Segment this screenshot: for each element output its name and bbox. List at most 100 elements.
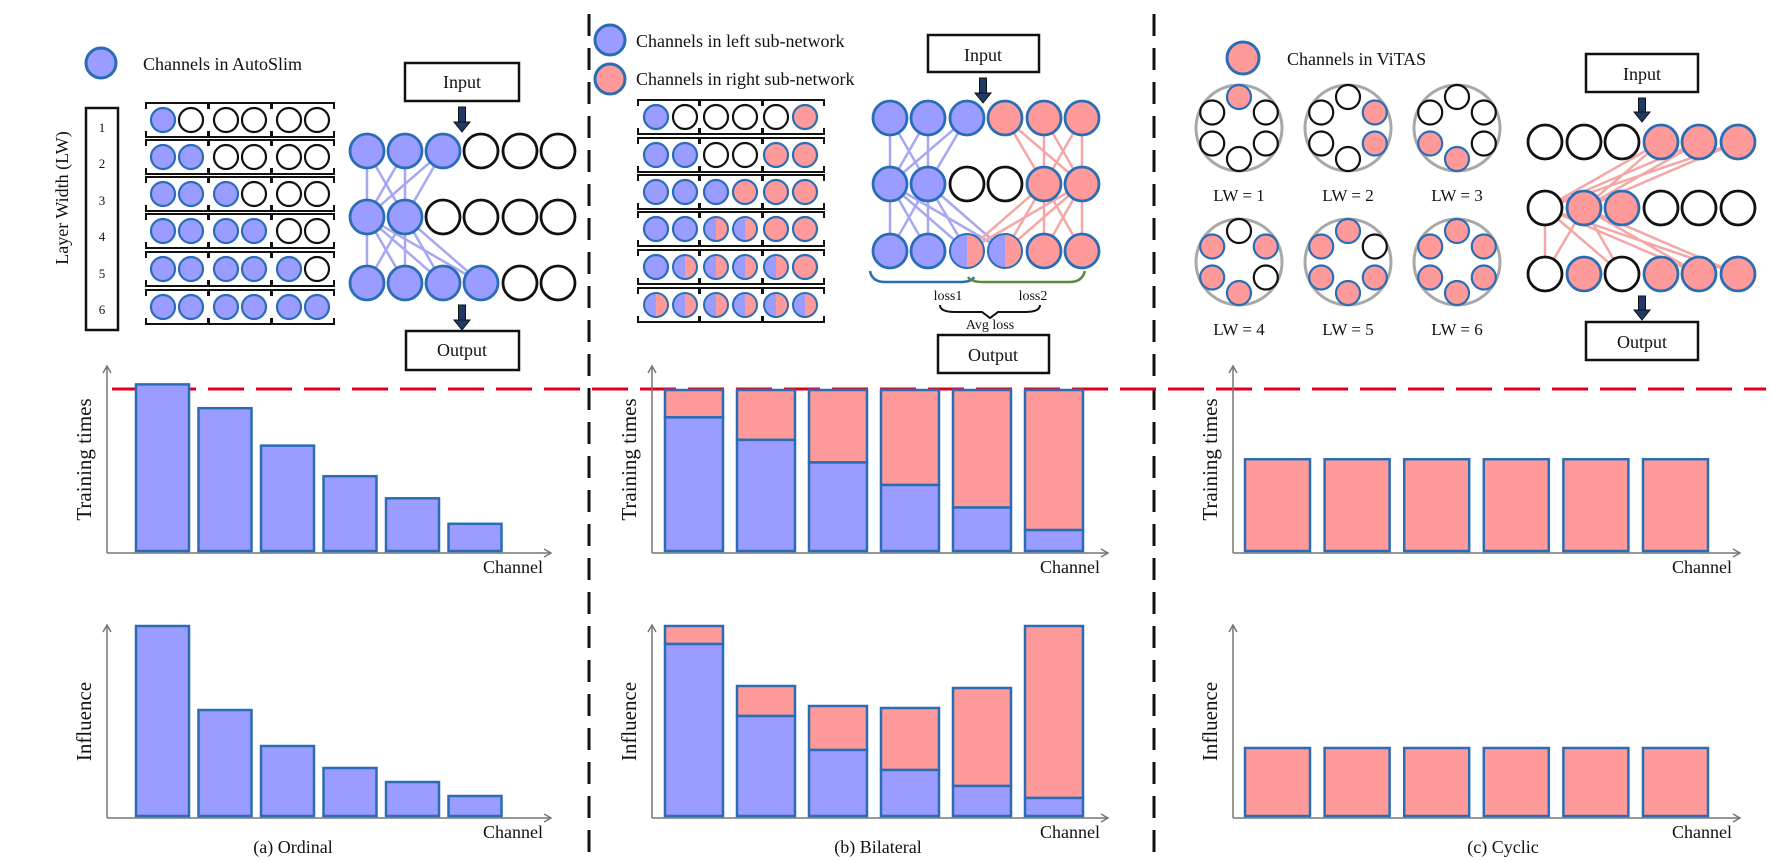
bracket	[145, 213, 209, 220]
lw-ring-2-channel-1	[1334, 83, 1362, 111]
bracket	[145, 176, 209, 183]
ordinal-net-layer-1-node-3	[424, 132, 462, 170]
ordinal-net-layer-1-node-4	[462, 132, 500, 170]
ordinal-net-layer-3-node-3	[424, 264, 462, 302]
outline	[672, 292, 698, 318]
lw-row-3-channel-2	[177, 180, 205, 208]
lw-ring-1-channel-2	[1252, 99, 1279, 126]
y-axis-label: Training times	[1198, 398, 1222, 520]
bilateral-input-arrow	[973, 77, 993, 104]
lw-row-1-bracket-bottom-1	[208, 131, 272, 138]
bilateral-caption: (b) Bilateral	[834, 837, 921, 858]
bracket	[208, 289, 272, 296]
lw-row-4-channel-6	[303, 217, 331, 245]
bracket	[208, 318, 272, 325]
avg-loss-label: Avg loss	[966, 318, 1014, 333]
cyclic-net-layer-3-node-1	[1526, 255, 1564, 293]
outline	[643, 292, 669, 318]
bilateral-row-3-bracket-bottom-1	[699, 203, 763, 210]
ordinal-net-layer-1-node-6	[539, 132, 577, 170]
bracket	[699, 316, 763, 323]
lw-row-5-bracket-top-2	[271, 251, 335, 258]
loss1-label: loss1	[934, 289, 963, 304]
bar-6	[447, 794, 503, 818]
lw-ring-3-channel-1	[1443, 83, 1471, 111]
bracket	[762, 99, 825, 106]
lw-ring-3-channel-2	[1470, 99, 1497, 126]
y-axis-arrow	[1228, 364, 1238, 374]
lw-ring-3-channel-4	[1443, 145, 1471, 173]
cyclic-training-chart: Training times Channel	[1198, 364, 1742, 577]
lw-row-6-bracket-top-2	[271, 289, 335, 296]
lw-ring-4-channel-3	[1252, 264, 1279, 291]
lw-ring-1-channel-6	[1199, 99, 1226, 126]
lw-ring-5-channel-2	[1361, 233, 1388, 260]
bar-5-left-subnetwork	[951, 506, 1013, 553]
bilateral-net-layer-3-node-4	[987, 233, 1023, 269]
bar-3-left-subnetwork	[807, 748, 869, 818]
bracket	[699, 287, 763, 294]
lw-row-3-channel-1	[149, 180, 177, 208]
lw-ring-4-channel-4	[1225, 279, 1253, 307]
bracket	[208, 280, 272, 287]
outline	[792, 292, 818, 318]
bracket	[699, 166, 763, 173]
lw-row-1-channel-2	[177, 106, 205, 134]
ordinal-net-layer-3-node-4	[462, 264, 500, 302]
cyclic-input-label: Input	[1623, 64, 1661, 84]
lw-row-2-channel-6	[303, 143, 331, 171]
labels: Channels in AutoSlim Layer Width (LW) 1 …	[52, 31, 1667, 858]
outline	[703, 216, 729, 242]
bilateral-row-1-channel-5	[762, 103, 790, 131]
ring-label-4: LW = 4	[1213, 320, 1265, 339]
lw-row-3-bracket-top-1	[208, 176, 272, 183]
lw-ring-5-channel-5	[1308, 264, 1335, 291]
bilateral-row-1-bracket-bottom-1	[699, 128, 763, 135]
cyclic-influence-chart: Influence Channel	[1198, 623, 1742, 842]
cyclic-input-box	[1584, 52, 1700, 94]
loss1-bracket	[868, 270, 976, 284]
bracket	[762, 128, 825, 135]
bracket	[271, 102, 335, 109]
bar-2-right-subnetwork	[735, 684, 797, 718]
bar-1	[1243, 746, 1312, 818]
lw-row-1-channel-4	[240, 106, 268, 134]
outline	[703, 254, 729, 280]
bar-1-left-subnetwork	[663, 416, 725, 553]
x-axis-arrow	[543, 813, 553, 823]
bar-4-left-subnetwork	[879, 483, 941, 553]
lw-ring-3-channel-3	[1470, 130, 1497, 157]
ordinal-net-layer-2-node-6	[539, 198, 577, 236]
lw-row-5-bracket-bottom-1	[208, 280, 272, 287]
right-half	[745, 293, 757, 317]
cyclic-net-layer-2-node-1	[1526, 189, 1564, 227]
outline	[732, 254, 758, 280]
ordinal-output-box	[404, 329, 521, 372]
cyclic-net-edge-0	[1544, 140, 1662, 210]
arrow-shaft	[458, 304, 466, 322]
ordinal-influence-chart: Influence Channel	[72, 623, 553, 842]
ring-label-3: LW = 3	[1431, 186, 1482, 205]
bilateral-row-6-channel-4	[732, 292, 758, 318]
lw-ring-2-channel-3	[1361, 130, 1388, 157]
lw-row-5-channel-5	[275, 255, 303, 283]
bilateral-row-5-channel-1	[642, 253, 670, 281]
bar-6-left-subnetwork	[1023, 528, 1085, 553]
bilateral-row-4-channel-1	[642, 215, 670, 243]
bilateral-row-3-bracket-top-1	[699, 174, 763, 181]
lw-row-1-bracket-top-1	[208, 102, 272, 109]
bilateral-row-1-channel-3	[702, 103, 730, 131]
bilateral-row-1-channel-4	[731, 103, 759, 131]
vitas-legend-label: Channels in ViTAS	[1287, 49, 1426, 69]
bilateral-influence-chart: Influence Channel	[617, 623, 1110, 842]
bilateral-net-layer-1-node-5	[1025, 99, 1063, 137]
bracket	[762, 240, 825, 247]
ring-label-1: LW = 1	[1213, 186, 1264, 205]
right-half	[716, 217, 728, 241]
bar-2	[197, 406, 253, 553]
bar-3	[259, 444, 316, 553]
bracket	[762, 316, 825, 323]
bilateral-row-1-channel-6	[791, 103, 819, 131]
bar-3	[1402, 457, 1471, 553]
lw-row-2-bracket-top-1	[208, 139, 272, 146]
